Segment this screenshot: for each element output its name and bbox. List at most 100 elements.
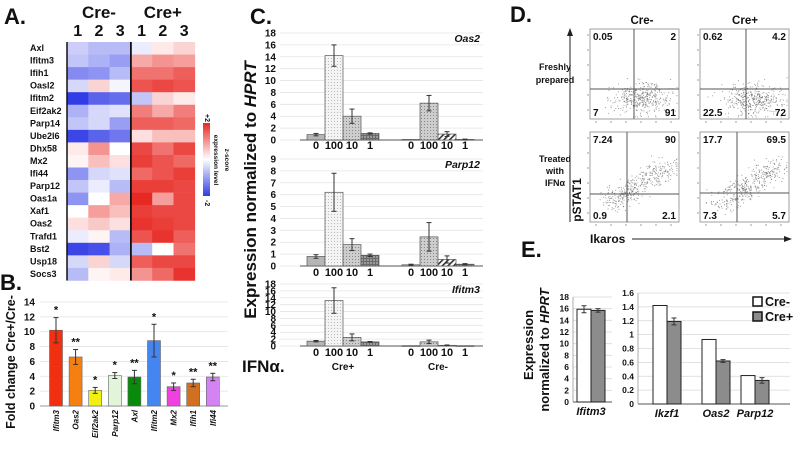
scatter-dot [652,171,654,173]
scatter-dot [661,176,663,178]
scatter-dot [739,102,741,104]
scatter-dot [756,91,758,93]
scatter-dot [713,91,715,94]
scatter-dot [744,93,746,96]
quadrant-lower-right-value: 72 [775,108,787,119]
scatter-dot [755,188,758,190]
scatter-dot [670,163,672,165]
scatter-dot [715,204,717,206]
scatter-dot [763,180,765,182]
heatmap-cell [88,180,110,193]
scatter-dot [761,101,764,103]
scatter-dot [757,176,759,178]
scatter-dot [740,190,742,192]
scatter-dot [649,167,651,169]
scatter-dot [736,90,738,92]
scatter-dot [625,184,627,186]
scatter-dot [654,161,656,163]
scatter-dot [781,105,783,107]
colorbar-title: expression level [212,135,219,186]
scatter-dot [778,177,780,179]
x-tick-label: 100 [325,140,343,152]
scatter-dot [645,96,647,98]
x-tick-label: 10 [441,347,453,359]
scatter-dot [625,106,627,108]
scatter-dot [744,186,746,188]
scatter-dot [617,97,619,99]
scatter-dot [648,94,650,96]
scatter-dot [748,167,750,169]
heatmap-cell [88,42,110,55]
scatter-dot [737,197,739,199]
scatter-dot [650,90,652,92]
scatter-dot [657,180,659,182]
scatter-dot [627,182,629,184]
scatter-dot [761,84,763,87]
legend-label: Cre+ [765,310,793,324]
x-tick-label: 1 [462,347,468,359]
scatter-dot [648,164,651,166]
scatter-dot [755,175,757,177]
scatter-dot [641,93,644,95]
scatter-dot [761,102,763,104]
scatter-dot [727,99,729,101]
scatter-dot [720,99,722,101]
scatter-dot [751,97,753,99]
scatter-dot [763,178,765,180]
scatter-dot [652,104,654,106]
y-tick-label: 16 [560,304,570,314]
scatter-dot [736,104,738,106]
scatter-dot [758,169,760,171]
heatmap-row-label: Xaf1 [30,206,49,216]
heatmap-cell [67,129,89,143]
scatter-dot [721,199,723,201]
scatter-dot [615,189,617,191]
scatter-dot [785,113,787,115]
heatmap-cell [109,154,132,168]
scatter-dot [755,97,757,100]
scatter-dot [652,168,655,170]
scatter-dot [640,102,642,104]
scatter-dot [644,183,646,185]
scatter-dot [749,193,751,195]
scatter-dot [753,112,755,114]
scatter-dot [738,94,740,96]
scatter-dot [750,94,752,96]
scatter-dot [661,105,664,107]
scatter-dot [639,79,641,81]
y-tick-label: 1 [629,330,634,340]
scatter-dot [762,186,764,188]
heatmap-cell [88,192,110,206]
scatter-dot [782,94,784,96]
scatter-dot [754,175,756,177]
scatter-dot [764,166,766,168]
heatmap-cell [130,154,153,168]
scatter-dot [643,99,645,101]
quadrant-upper-left-value: 7.24 [593,135,613,146]
scatter-dot [658,184,660,186]
scatter-dot [647,92,649,94]
scatter-dot [741,107,743,109]
scatter-dot [676,158,678,160]
scatter-dot [651,91,653,93]
y-tick-label: 12 [24,312,36,323]
flow-plot [699,131,790,223]
scatter-dot [773,171,775,173]
scatter-dot [634,183,636,186]
scatter-dot [759,170,761,172]
x-tick-label: 1 [462,140,468,152]
scatter-dot [786,171,788,173]
scatter-dot [636,182,638,184]
scatter-dot [635,104,638,106]
heatmap-cell [109,255,132,269]
bar-ifitm3-cre-minus [576,308,592,403]
scatter-dot [629,107,631,109]
scatter-dot [775,98,777,100]
scatter-dot [632,190,634,192]
scatter-dot [655,86,658,88]
scatter-dot [614,194,616,196]
scatter-dot [775,97,777,99]
heatmap-cell [130,267,153,281]
heatmap-cell [152,42,174,55]
scatter-dot [748,95,751,97]
